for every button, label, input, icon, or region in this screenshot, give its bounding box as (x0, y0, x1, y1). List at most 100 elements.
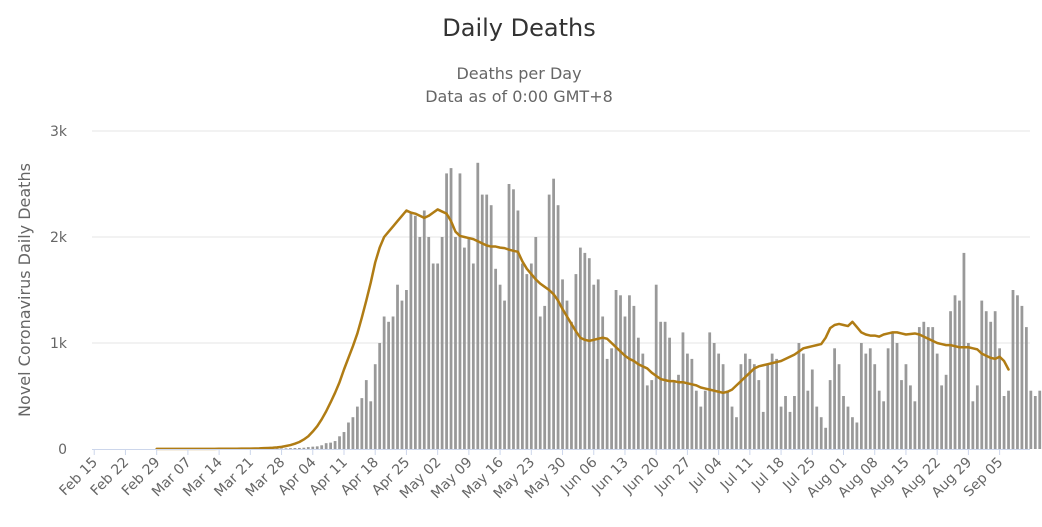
bar (476, 162, 480, 450)
bar (788, 411, 792, 449)
bar (717, 353, 721, 449)
bar (440, 237, 444, 449)
bar (632, 305, 636, 449)
bar (324, 443, 328, 449)
bar (1038, 390, 1042, 449)
bar (382, 316, 386, 449)
bar (1016, 295, 1019, 449)
bar (677, 374, 680, 449)
bar (396, 284, 399, 449)
bar (917, 327, 921, 449)
bar (909, 385, 912, 449)
bar (958, 300, 961, 449)
bar (989, 321, 993, 449)
average-line (155, 208, 1010, 451)
bar (333, 441, 337, 449)
bar (721, 364, 725, 449)
bar (427, 237, 431, 449)
bar (842, 396, 845, 449)
bar (445, 173, 448, 449)
bar (993, 311, 997, 449)
bar (686, 353, 689, 449)
bar (480, 194, 484, 449)
bar (926, 327, 930, 449)
y-tick-label: 0 (58, 442, 67, 458)
average-line-series (155, 208, 1010, 451)
bar (596, 279, 600, 449)
bar (409, 212, 413, 449)
bar (828, 380, 832, 449)
bar (837, 364, 841, 449)
bar (984, 311, 988, 449)
y-gridlines (92, 130, 1030, 344)
bar (342, 432, 346, 449)
bar (846, 406, 850, 449)
bar (436, 263, 440, 449)
bar (494, 268, 498, 449)
bar (391, 316, 395, 449)
y-tick-label: 2k (50, 230, 68, 246)
bar (752, 364, 756, 449)
bar (882, 401, 886, 449)
bar (623, 316, 627, 449)
bar (387, 321, 390, 449)
bar (694, 390, 698, 449)
bar (293, 448, 297, 449)
bar (935, 353, 939, 449)
bar (471, 263, 475, 449)
bar (561, 279, 564, 449)
bar (726, 390, 729, 449)
bar (1029, 390, 1033, 449)
bar (645, 385, 649, 449)
bar (833, 348, 836, 449)
bar (761, 411, 765, 449)
bar (779, 406, 783, 449)
bar (806, 390, 810, 449)
bar (851, 417, 854, 449)
bar (498, 284, 502, 449)
bar (793, 396, 796, 449)
y-axis-ticks: 0 1k 2k 3k (50, 124, 68, 458)
bar (289, 448, 292, 449)
bar (512, 189, 515, 450)
bar (801, 353, 805, 449)
bar (712, 343, 716, 449)
bar (298, 447, 301, 449)
bar (681, 332, 685, 449)
bar (351, 417, 355, 449)
bar (895, 343, 899, 449)
bar (1024, 327, 1028, 449)
bar (373, 364, 377, 449)
bar (507, 184, 511, 449)
bar (628, 295, 631, 449)
bar (565, 300, 569, 449)
bar (819, 417, 823, 449)
bar (967, 343, 970, 449)
bar (338, 436, 341, 449)
bar (650, 380, 654, 449)
bar (886, 348, 890, 449)
bar (516, 210, 520, 449)
bar (855, 422, 859, 449)
bar (663, 321, 667, 449)
bar (931, 327, 935, 449)
bar (543, 305, 547, 449)
bar (614, 290, 618, 449)
bar (329, 442, 332, 449)
bar (587, 258, 591, 449)
bar (529, 263, 533, 449)
bar (284, 448, 288, 449)
bar (605, 358, 609, 449)
bar (949, 311, 952, 449)
bar (636, 337, 640, 449)
bar (463, 247, 466, 449)
y-axis-title: Novel Coronavirus Daily Deaths (15, 163, 34, 417)
bar (458, 173, 462, 449)
bar (824, 427, 828, 449)
bar (659, 321, 663, 449)
bar (302, 447, 306, 449)
y-tick-label: 3k (50, 124, 68, 140)
bar (944, 374, 948, 449)
bar (810, 369, 814, 449)
